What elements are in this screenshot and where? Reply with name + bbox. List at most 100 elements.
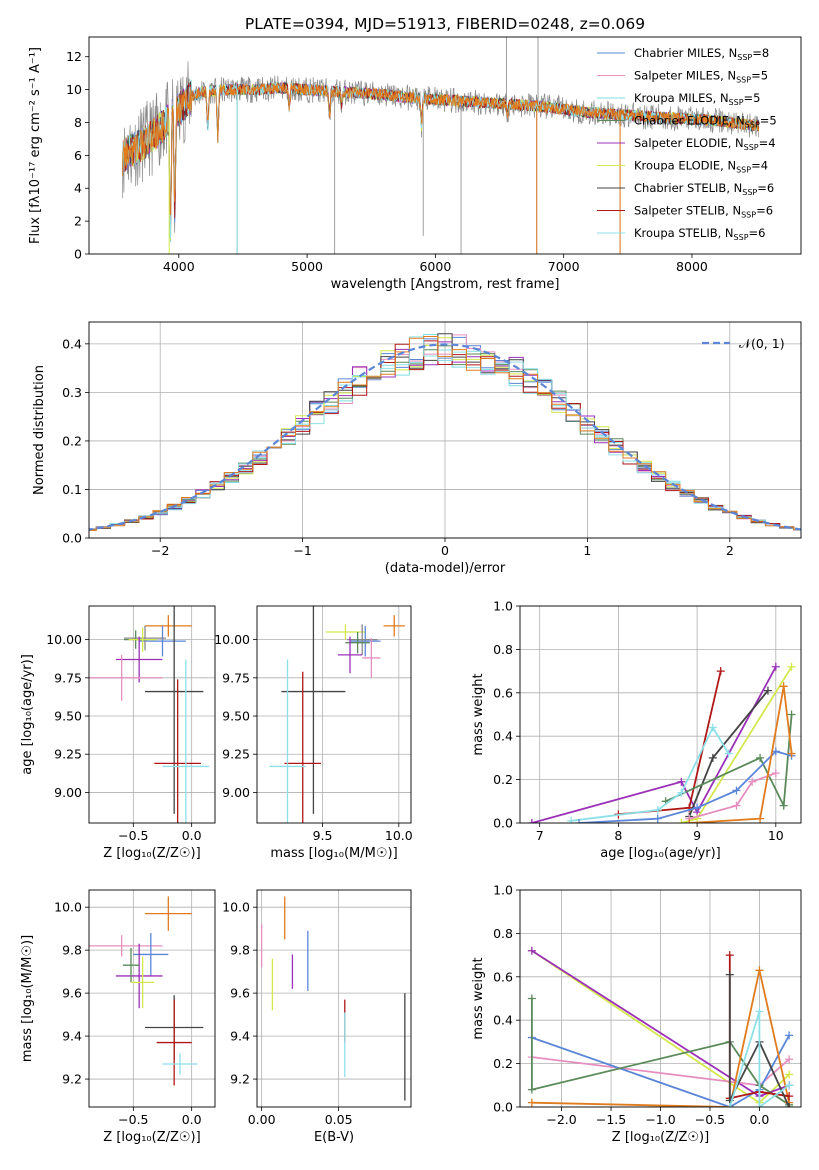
weight_vs_age-xtick-label: 9 (693, 828, 701, 843)
weight_vs_age-ytick-label: 0.0 (493, 816, 513, 831)
weight_vs_Z-point-marker (785, 1031, 794, 1040)
weight_vs_Z-point-marker (527, 946, 536, 955)
weight_vs_age-ytick-label: 0.2 (493, 772, 513, 787)
residuals-xlabel: (data-model)/error (385, 561, 506, 576)
weight_vs_Z-point-marker (527, 1098, 536, 1107)
weight_vs_age-point-marker (653, 805, 662, 814)
weight_vs_Z-ytick-label: 0.8 (493, 926, 513, 941)
weight_vs_age-frame (519, 605, 802, 824)
spectrum-plot-area (122, 37, 760, 254)
age_vs_Z-plot-area (89, 606, 210, 823)
weight_vs_Z-xtick-label: −1.0 (645, 1112, 675, 1127)
age_vs_mass-ytick-label: 9.50 (222, 709, 250, 724)
mass_vs_Z-xtick-label: −0.5 (118, 1112, 148, 1127)
weight_vs_Z-series-line (728, 974, 790, 1107)
spectrum-xlabel: wavelength [Angstrom, rest frame] (331, 277, 560, 292)
weight_vs_age-ytick-label: 0.8 (493, 642, 513, 657)
mass_vs_Z-ylabel: mass [log₁₀(M/M☉)] (20, 935, 35, 1062)
spectrum-xtick-label: 8000 (676, 259, 708, 274)
age_vs_Z-xlabel: Z [log₁₀(Z/Z☉)] (103, 846, 200, 861)
mass_vs_ebv-ytick-label: 10.0 (222, 900, 250, 915)
weight_vs_age-ytick-label: 1.0 (493, 599, 513, 614)
weight_vs_Z-point-marker (725, 951, 734, 960)
residuals-ytick-label: 0.1 (62, 482, 82, 497)
weight_vs_age-point-marker (732, 801, 741, 810)
weight_vs_Z-point-marker (785, 1103, 794, 1107)
age_vs_Z-ylabel: age [log₁₀(age/yr)] (20, 654, 35, 775)
mass_vs_ebv-xlabel: E(B-V) (314, 1130, 354, 1145)
weight_vs_age-point-marker (771, 769, 780, 778)
weight_vs_age-series-line (688, 772, 777, 820)
weight_vs_age-point-marker (771, 662, 780, 671)
weight_vs_age-xtick-label: 8 (614, 828, 622, 843)
weight_vs_age-point-marker (724, 749, 733, 758)
weight_vs_age-point-marker (787, 710, 796, 719)
weight_vs_age-ytick-label: 0.4 (493, 729, 513, 744)
weight_vs_age-point-marker (677, 819, 686, 823)
weight_vs_age-point-marker (771, 747, 780, 756)
weight_vs_age-series-line (665, 714, 793, 809)
weight_vs_Z-xlabel: Z [log₁₀(Z/Z☉)] (612, 1130, 709, 1145)
spectrum-legend-label: Salpeter MILES, NSSP=5 (634, 69, 768, 85)
mass_vs_ebv-frame (256, 889, 412, 1108)
weight_vs_Z-point-marker (785, 1070, 794, 1079)
residuals-plot-area (89, 333, 801, 531)
weight_vs_Z-series-line (531, 970, 790, 1107)
weight_vs_Z-xtick-label: −0.5 (695, 1112, 725, 1127)
weight_vs_Z-ytick-label: 1.0 (493, 883, 513, 898)
age_vs_mass-xtick-label: 10.0 (385, 828, 413, 843)
weight_vs_age-point-marker (748, 777, 757, 786)
weight_vs_age-ylabel: mass weight (471, 673, 486, 755)
weight_vs_Z-point-marker (527, 994, 536, 1003)
age_vs_mass-ytick-label: 9.25 (222, 747, 250, 762)
mass_vs_ebv-ytick-label: 9.2 (230, 1072, 250, 1087)
residuals-ylabel: Normed distribution (32, 365, 47, 495)
spectrum-frame (88, 36, 802, 255)
mass_vs_ebv-ytick-label: 9.4 (230, 1029, 250, 1044)
age_vs_Z-ytick-label: 10.00 (46, 632, 82, 647)
weight_vs_age-xtick-label: 10 (768, 828, 784, 843)
mass_vs_ebv-ytick-label: 9.8 (230, 943, 250, 958)
age_vs_Z-ytick-label: 9.00 (54, 785, 82, 800)
age_vs_mass-ytick-label: 9.75 (222, 670, 250, 685)
weight_vs_age-point-marker (677, 777, 686, 786)
spectrum-axes: 4000 5000 6000 7000 8000 0 2 4 6 8 10 12 wavelength … (28, 36, 802, 292)
spectrum-xtick-label: 6000 (419, 259, 451, 274)
age_vs_mass-ytick-label: 9.00 (222, 785, 250, 800)
age_vs_mass-ytick-label: 10.00 (214, 632, 250, 647)
weight_vs_Z-xtick-label: −2.0 (546, 1112, 576, 1127)
spectrum-ytick-label: 4 (74, 181, 82, 196)
age_vs_Z-ytick-label: 9.50 (54, 709, 82, 724)
weight_vs_age-point-marker (677, 788, 686, 797)
mass_vs_Z-xtick-label: 0.0 (182, 1112, 202, 1127)
weight_vs_age-point-marker (732, 786, 741, 795)
mass_vs_Z-ytick-label: 9.8 (62, 943, 82, 958)
residuals-ytick-label: 0.4 (62, 336, 82, 351)
spectrum-legend-label: Chabrier ELODIE, NSSP=5 (634, 114, 777, 130)
weight_vs_age-point-marker (685, 819, 694, 823)
mass_vs_Z-ytick-label: 9.6 (62, 986, 82, 1001)
weight_vs_age-point-marker (708, 723, 717, 732)
mass_vs_ebv-axes: 0.00 0.05 9.2 9.4 9.6 9.8 10.0 E(B-V) (222, 889, 412, 1145)
age_vs_mass-frame (256, 605, 412, 824)
weight_vs_age-axes: 7 8 9 10 0.0 0.2 0.4 0.6 0.8 1.0 age [log₁₀(age/yr… (471, 599, 802, 861)
residuals-xtick-label: 1 (583, 543, 591, 558)
weight_vs_Z-xtick-label: −1.5 (596, 1112, 626, 1127)
spectrum-xtick-label: 4000 (163, 259, 195, 274)
weight_vs_age-plot-area (527, 662, 796, 823)
weight_vs_age-point-marker (716, 667, 725, 676)
mass_vs_Z-xlabel: Z [log₁₀(Z/Z☉)] (103, 1130, 200, 1145)
age_vs_Z-frame (88, 605, 216, 824)
weight_vs_Z-ytick-label: 0.0 (493, 1100, 513, 1115)
spectrum-legend-label: Chabrier MILES, NSSP=8 (634, 46, 769, 62)
mass_vs_Z-plot-area (89, 896, 204, 1086)
weight_vs_Z-point-marker (725, 1103, 734, 1107)
weight_vs_age-xtick-label: 7 (536, 828, 544, 843)
weight_vs_Z-ylabel: mass weight (471, 957, 486, 1039)
age_vs_mass-plot-area (269, 606, 405, 823)
residuals-ytick-label: 0.2 (62, 433, 82, 448)
weight_vs_Z-ytick-label: 0.2 (493, 1056, 513, 1071)
age_vs_Z-xtick-label: −0.5 (118, 828, 148, 843)
weight_vs_age-series-line (681, 666, 793, 823)
residuals-xtick-label: −2 (151, 543, 169, 558)
